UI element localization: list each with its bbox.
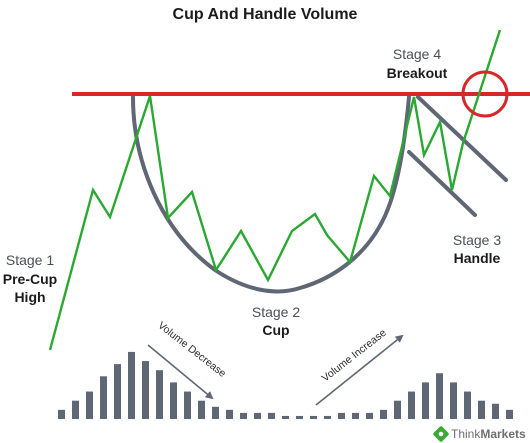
stage1-name-line1: Pre-Cup	[3, 271, 57, 287]
stage4-name: Breakout	[387, 65, 448, 81]
stage4-number: Stage 4	[393, 46, 441, 62]
volume-bar	[422, 382, 429, 419]
volume-bar	[58, 409, 65, 419]
volume-decrease-arrow	[147, 344, 214, 400]
volume-bar	[506, 409, 513, 419]
breakout-circle	[461, 70, 509, 118]
page-title: Cup And Handle Volume	[173, 6, 358, 23]
volume-bars	[58, 351, 513, 419]
volume-bar	[226, 409, 233, 419]
volume-increase-arrow	[315, 334, 404, 406]
volume-bar	[310, 415, 317, 419]
volume-bar	[114, 364, 121, 419]
volume-bar	[450, 382, 457, 419]
stage3-name: Handle	[454, 250, 501, 266]
logo-icon	[433, 426, 449, 442]
volume-bar	[338, 412, 345, 419]
volume-bar	[366, 412, 373, 419]
stage2-number: Stage 2	[252, 304, 300, 320]
volume-decrease-label: Volume Decrease	[155, 319, 228, 380]
volume-bar	[254, 412, 261, 419]
volume-bar	[142, 361, 149, 419]
volume-bar	[156, 370, 163, 419]
cup-curve	[131, 95, 411, 294]
stage2-name: Cup	[262, 322, 289, 338]
volume-bar	[72, 400, 79, 419]
volume-bar	[282, 415, 289, 419]
volume-bar	[464, 391, 471, 419]
volume-bar	[408, 391, 415, 419]
volume-bar	[268, 412, 275, 419]
volume-bar	[100, 376, 107, 419]
price-line	[48, 29, 502, 351]
logo-text-prefix: Think	[451, 427, 481, 441]
handle-channel-upper	[416, 95, 508, 182]
volume-bar	[128, 351, 135, 419]
volume-bar	[478, 400, 485, 419]
handle-channel-lower	[407, 150, 477, 217]
logo-text: ThinkMarkets	[451, 427, 526, 441]
volume-bar	[240, 412, 247, 419]
stage3-number: Stage 3	[453, 232, 501, 248]
volume-bar	[492, 403, 499, 419]
volume-bar	[394, 400, 401, 419]
stage1-number: Stage 1	[6, 252, 54, 268]
stage1-name-line2: High	[14, 289, 45, 305]
volume-bar	[352, 412, 359, 419]
volume-bar	[296, 415, 303, 419]
volume-bar	[184, 391, 191, 419]
volume-bar	[436, 373, 443, 419]
volume-bar	[170, 382, 177, 419]
volume-bar	[198, 400, 205, 419]
volume-bar	[212, 406, 219, 419]
logo-text-suffix: Markets	[480, 427, 526, 441]
volume-bar	[380, 409, 387, 419]
thinkmarkets-logo: ThinkMarkets	[433, 426, 526, 442]
volume-bar	[86, 391, 93, 419]
volume-bar	[324, 415, 331, 419]
